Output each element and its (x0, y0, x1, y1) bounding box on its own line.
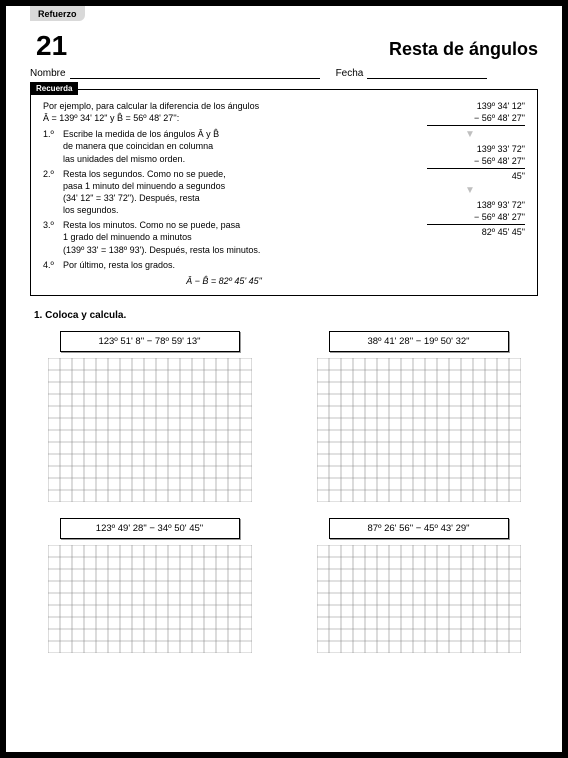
answer-grid-2[interactable] (317, 358, 521, 502)
step3-l3: (139º 33' = 138º 93'). Después, resta lo… (63, 244, 405, 256)
calc1-b: − 56º 48' 27" (415, 112, 525, 124)
step2-l1: Resta los segundos. Como no se puede, (63, 168, 405, 180)
calc3-r: 82º 45' 45" (415, 226, 525, 238)
step4-l1: Por último, resta los grados. (63, 259, 405, 271)
answer-grid-4[interactable] (317, 545, 521, 653)
recuerda-tab: Recuerda (30, 82, 78, 95)
problem-2: 38º 41' 28" − 19º 50' 32" (329, 331, 509, 352)
step3-num: 3.º (43, 219, 63, 255)
arrow-down-icon: ▼ (415, 128, 525, 142)
step1-l2: de manera que coincidan en columna (63, 140, 405, 152)
calc2-b: − 56º 48' 27" (415, 155, 525, 167)
nombre-input-line[interactable] (70, 69, 320, 79)
calc2-a: 139º 33' 72" (415, 143, 525, 155)
step2-num: 2.º (43, 168, 63, 217)
final-equation: Â − B̂ = 82º 45' 45" (43, 275, 405, 287)
step1-l1: Escribe la medida de los ángulos Â y B̂ (63, 128, 405, 140)
step2-l3: (34' 12" = 33' 72"). Después, resta (63, 192, 405, 204)
intro-line1: Por ejemplo, para calcular la diferencia… (43, 100, 405, 112)
recuerda-steps: Por ejemplo, para calcular la diferencia… (43, 100, 405, 287)
answer-grid-3[interactable] (48, 545, 252, 653)
intro-line2: Â = 139º 34' 12" y B̂ = 56º 48' 27'': (43, 112, 405, 124)
problem-1: 123º 51' 8" − 78º 59' 13" (60, 331, 240, 352)
calc3-b: − 56º 48' 27" (415, 211, 525, 223)
calc1-a: 139º 34' 12" (415, 100, 525, 112)
grid-row-2: 123º 49' 28" − 34º 50' 45" 87º 26' 56" −… (30, 518, 538, 653)
step4-num: 4.º (43, 259, 63, 271)
name-fields: Nombre Fecha (30, 68, 538, 79)
calc3-a: 138º 93' 72" (415, 199, 525, 211)
step1-l3: las unidades del mismo orden. (63, 153, 405, 165)
worksheet-number: 21 (36, 30, 67, 62)
step3-l1: Resta los minutos. Como no se puede, pas… (63, 219, 405, 231)
recuerda-calcs: 139º 34' 12" − 56º 48' 27" ▼ 139º 33' 72… (415, 100, 525, 287)
exercise-title: 1. Coloca y calcula. (34, 310, 538, 321)
answer-grid-1[interactable] (48, 358, 252, 502)
header: 21 Resta de ángulos (30, 16, 538, 62)
step1-num: 1.º (43, 128, 63, 164)
step2-l2: pasa 1 minuto del minuendo a segundos (63, 180, 405, 192)
arrow-down-icon: ▼ (415, 184, 525, 198)
recuerda-box: Recuerda Por ejemplo, para calcular la d… (30, 89, 538, 296)
grid-row-1: 123º 51' 8" − 78º 59' 13" 38º 41' 28" − … (30, 331, 538, 502)
problem-3: 123º 49' 28" − 34º 50' 45" (60, 518, 240, 539)
calc2-r: 45" (415, 170, 525, 182)
fecha-input-line[interactable] (367, 69, 487, 79)
fecha-label: Fecha (336, 68, 364, 79)
nombre-label: Nombre (30, 68, 66, 79)
refuerzo-tab: Refuerzo (30, 6, 85, 21)
problem-4: 87º 26' 56" − 45º 43' 29" (329, 518, 509, 539)
step3-l2: 1 grado del minuendo a minutos (63, 231, 405, 243)
step2-l4: los segundos. (63, 204, 405, 216)
page-title: Resta de ángulos (389, 39, 538, 60)
